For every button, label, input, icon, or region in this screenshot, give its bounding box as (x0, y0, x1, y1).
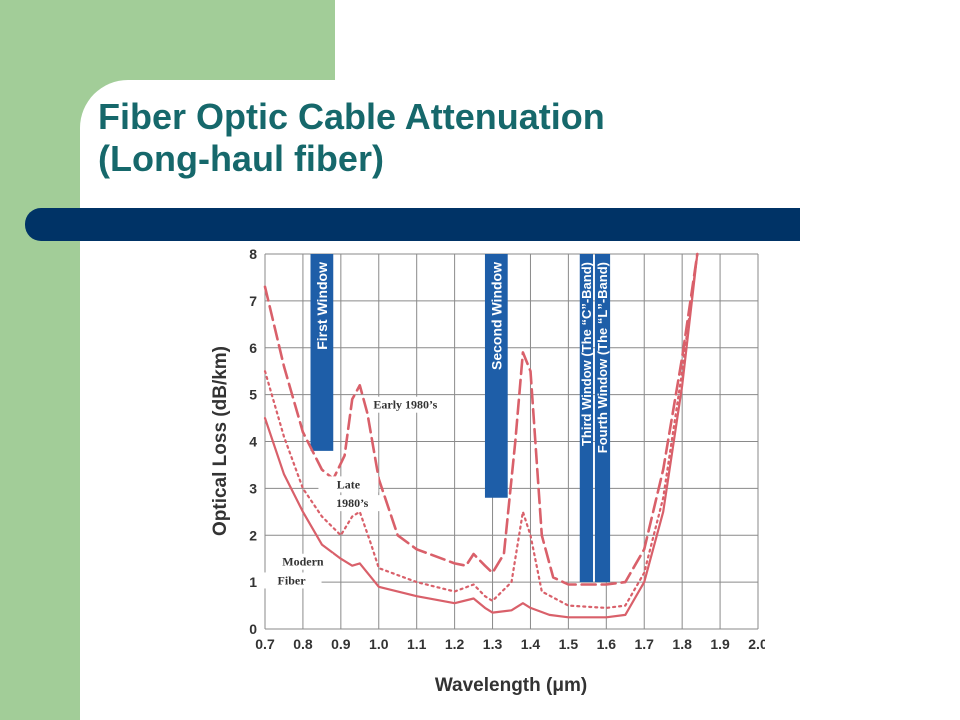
y-tick-label: 6 (249, 340, 257, 356)
axis-ticks: 0.7 0.8 0.9 1.0 1.1 1.2 1.3 1.4 1.5 1.6 1.7 1.8 1.9 2… (249, 246, 765, 652)
annotation-backdrop (322, 495, 383, 512)
window-band (310, 254, 334, 451)
x-tick-label: 1.0 (369, 636, 389, 652)
y-tick-label: 1 (249, 574, 257, 590)
loss-curves (263, 252, 699, 619)
x-tick-label: 1.6 (597, 636, 617, 652)
x-tick-label: 1.9 (710, 636, 730, 652)
wavelength-windows: First Window Second Window Third Window (T… (310, 254, 611, 583)
x-tick-label: 0.9 (331, 636, 351, 652)
y-tick-label: 8 (249, 246, 257, 262)
window-band-label: Fourth Window (The “L”-Band) (595, 262, 610, 453)
slide-title-line-2: (Long-haul fiber) (98, 138, 384, 179)
window-band-label: Second Window (488, 262, 504, 370)
window-band (579, 254, 594, 583)
x-axis-label: Wavelength (μm) (435, 675, 587, 696)
y-axis-label: Optical Loss (dB/km) (210, 346, 231, 536)
curve-annotation: Late (337, 477, 361, 491)
y-tick-label: 0 (249, 621, 257, 637)
x-tick-label: 1.8 (672, 636, 692, 652)
window-band (484, 254, 508, 498)
x-tick-label: 1.2 (445, 636, 465, 652)
annotation-backdrop (375, 396, 436, 413)
annotation-backdrop (261, 572, 322, 589)
annotation-backdrop (272, 553, 333, 570)
x-tick-label: 1.7 (634, 636, 654, 652)
y-tick-label: 4 (249, 434, 257, 450)
loss-curve-line (263, 252, 699, 586)
window-band (594, 254, 611, 583)
annotation-backdrop (318, 476, 379, 493)
y-tick-label: 3 (249, 480, 257, 496)
x-tick-label: 0.7 (255, 636, 275, 652)
x-tick-label: 1.5 (559, 636, 579, 652)
y-tick-label: 5 (249, 387, 257, 403)
y-tick-label: 2 (249, 527, 257, 543)
curve-annotation: Fiber (278, 573, 307, 587)
x-tick-label: 1.3 (483, 636, 503, 652)
x-tick-label: 1.4 (521, 636, 541, 652)
x-tick-label: 2.0 (748, 636, 765, 652)
y-tick-label: 7 (249, 293, 257, 309)
curve-annotation: 1980’s (336, 496, 369, 510)
curve-annotation: Early 1980’s (373, 398, 437, 412)
loss-curve-line (263, 252, 699, 609)
slide-title: Fiber Optic Cable Attenuation (Long-haul… (98, 96, 918, 180)
title-divider-bar (25, 208, 800, 241)
window-band-label: Third Window (The “C”-Band) (579, 262, 594, 446)
loss-curve-line (263, 252, 699, 619)
x-tick-label: 0.8 (293, 636, 313, 652)
slide-title-line-1: Fiber Optic Cable Attenuation (98, 96, 605, 137)
attenuation-chart: First Window Second Window Third Window (T… (210, 246, 765, 696)
curve-annotations: Early 1980’s Late 1980’s Modern Fiber (261, 396, 438, 589)
curve-annotation: Modern (282, 555, 324, 569)
window-band-label: First Window (314, 262, 330, 350)
x-tick-label: 1.1 (407, 636, 427, 652)
